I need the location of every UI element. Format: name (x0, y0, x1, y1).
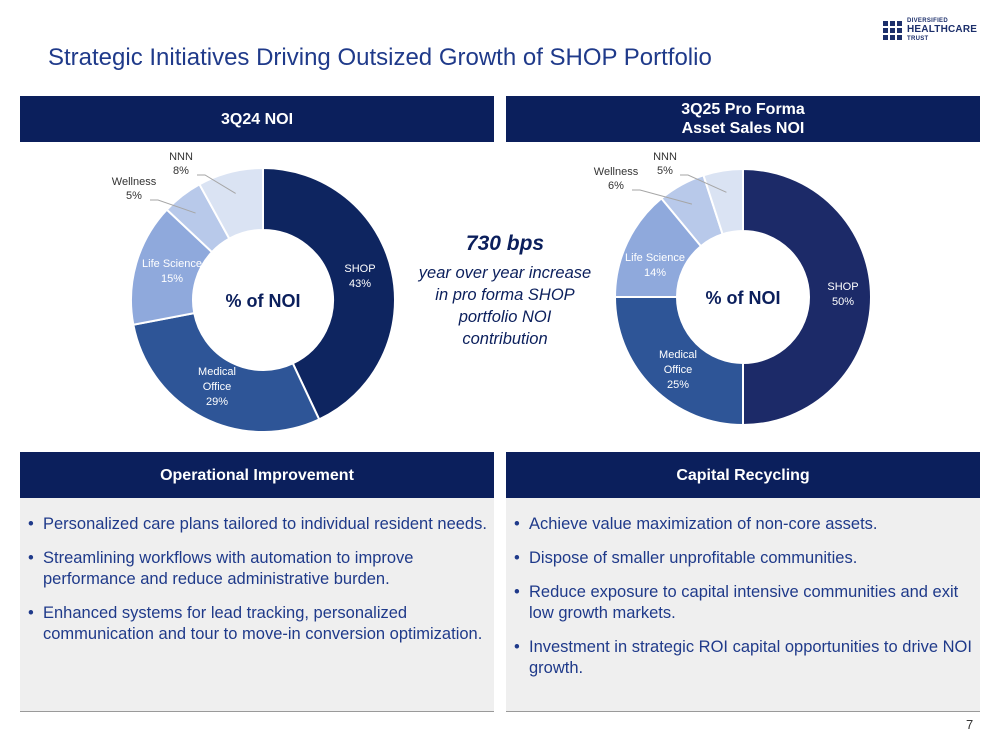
data-label-medical: Medical Office 29% (198, 366, 236, 408)
data-label-nnn: NNN 8% (169, 151, 193, 177)
slice-nnn (702, 167, 744, 236)
page-title: Strategic Initiatives Driving Outsized G… (48, 44, 712, 71)
donut-chart-3q25: SHOP 50% Medical Office 25% Life Science 14% We… (594, 151, 872, 427)
header-3q24-noi: 3Q24 NOI (20, 96, 494, 142)
company-logo: DIVERSIFIED HEALTHCARE TRUST (883, 18, 983, 46)
slice-medical-office (613, 296, 744, 427)
header-capital-label: Capital Recycling (676, 466, 810, 484)
header-operational-improvement: Operational Improvement (20, 452, 494, 498)
header-3q25-line-2: Asset Sales NOI (681, 120, 805, 137)
header-operational-label: Operational Improvement (160, 466, 354, 484)
callout-line-1: year over year increase (418, 264, 592, 282)
data-label-life: Life Science 14% (625, 252, 685, 279)
donut-chart-3q24: SHOP 43% Medical Office 29% Life Science 15% We… (112, 151, 396, 433)
capital-panel: Achieve value maximization of non-core a… (506, 498, 980, 712)
operational-list: Personalized care plans tailored to indi… (20, 498, 494, 645)
list-item: Investment in strategic ROI capital oppo… (506, 637, 974, 679)
slice-shop (262, 166, 396, 421)
list-item: Achieve value maximization of non-core a… (506, 514, 974, 535)
header-3q25-line-1: 3Q25 Pro Forma (681, 101, 805, 118)
list-item: Reduce exposure to capital intensive com… (506, 582, 974, 624)
header-3q24-noi-label: 3Q24 NOI (220, 110, 294, 128)
slice-medical-office (132, 311, 321, 433)
header-3q25-pro-forma: 3Q25 Pro Forma Asset Sales NOI (506, 96, 980, 142)
callout-line-2: in pro forma SHOP (435, 286, 575, 304)
callout-line-3: portfolio NOI (458, 308, 552, 326)
leader-line-wellness (150, 199, 196, 214)
leader-line-nnn (197, 174, 236, 194)
logo-line-3: TRUST (907, 36, 929, 42)
data-label-shop: SHOP 43% (344, 263, 375, 290)
center-label: % of NOI (226, 291, 301, 311)
data-label-nnn: NNN 5% (653, 151, 677, 177)
center-label: % of NOI (706, 288, 781, 308)
logo-line-2: HEALTHCARE (907, 24, 978, 35)
logo-line-1: DIVERSIFIED (907, 18, 948, 24)
logo-text: DIVERSIFIED HEALTHCARE TRUST (907, 18, 977, 42)
slice-shop (742, 167, 872, 427)
operational-panel: Personalized care plans tailored to indi… (20, 498, 494, 712)
page-number: 7 (966, 717, 974, 732)
capital-list: Achieve value maximization of non-core a… (506, 498, 980, 679)
data-label-wellness: Wellness 5% (112, 176, 157, 202)
list-item: Enhanced systems for lead tracking, pers… (20, 603, 488, 645)
data-label-medical: Medical Office 25% (659, 349, 697, 391)
list-item: Dispose of smaller unprofitable communit… (506, 548, 974, 569)
callout-line-4: contribution (462, 330, 548, 348)
data-label-shop: SHOP 50% (827, 281, 858, 308)
growth-callout: 730 bps year over year increase in pro f… (405, 232, 605, 350)
list-item: Streamlining workflows with automation t… (20, 548, 488, 590)
leader-line-wellness (632, 189, 693, 205)
list-item: Personalized care plans tailored to indi… (20, 514, 488, 535)
callout-value: 730 bps (465, 232, 545, 255)
data-label-wellness: Wellness 6% (594, 166, 639, 192)
leader-line-nnn (680, 174, 727, 193)
header-capital-recycling: Capital Recycling (506, 452, 980, 498)
data-label-life: Life Science 15% (142, 258, 202, 285)
logo-grid-icon (883, 21, 903, 41)
slice-nnn (198, 166, 264, 241)
